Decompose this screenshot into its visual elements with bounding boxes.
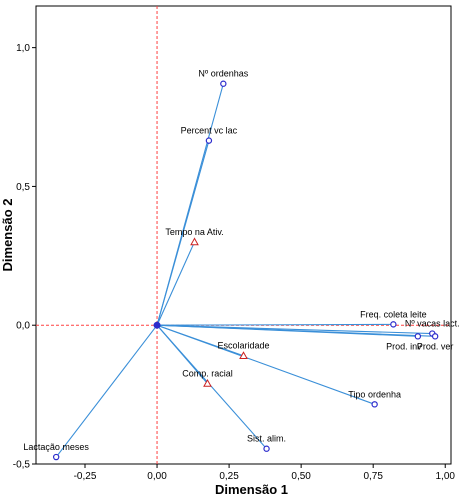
point-label: Lactação meses <box>23 442 89 452</box>
vector-line <box>157 324 436 337</box>
y-tick-label: 0,5 <box>16 182 30 193</box>
circle-marker <box>431 333 439 340</box>
y-tick-label: -0,5 <box>13 460 31 471</box>
plot-frame <box>35 5 452 465</box>
vector-line <box>55 324 158 458</box>
vector-line <box>156 241 196 326</box>
x-tick-label: 0,00 <box>147 471 167 482</box>
vector-line <box>157 323 394 326</box>
point-label: Freq. coleta leite <box>360 309 427 319</box>
point-label: Nº vacas lact. <box>405 319 460 329</box>
y-axis-title: Dimensão 2 <box>0 199 15 272</box>
x-tick-label: -0,25 <box>74 471 97 482</box>
vector-line <box>156 324 375 405</box>
circle-marker <box>205 137 213 144</box>
point-label: Prod. inv <box>386 341 422 351</box>
circle-marker <box>52 453 60 461</box>
circle-marker <box>220 80 227 87</box>
circle-marker <box>371 401 378 408</box>
point-label: Tipo ordenha <box>348 389 401 399</box>
point-label: Prod. ver <box>417 341 454 351</box>
point-label: Escolaridade <box>217 341 269 351</box>
triangle-marker <box>190 237 199 246</box>
x-tick-label: 0,50 <box>291 471 311 482</box>
triangle-marker <box>239 351 248 360</box>
circle-marker <box>414 333 422 340</box>
vector-line <box>156 324 267 450</box>
y-tick-label: 0,0 <box>16 321 30 332</box>
origin-point <box>153 321 161 329</box>
point-label: Sist. alim. <box>247 434 286 444</box>
y-tick-label: 1,0 <box>16 43 30 54</box>
circle-marker <box>263 445 270 452</box>
x-tick-label: 1,00 <box>436 471 456 482</box>
circle-marker <box>390 321 397 328</box>
point-label: Tempo na Ativ. <box>165 227 223 237</box>
x-tick-label: 0,25 <box>219 471 239 482</box>
point-label: Percent vc lac <box>181 126 238 136</box>
x-tick-label: 0,75 <box>363 471 383 482</box>
x-axis-title: Dimensão 1 <box>215 482 288 497</box>
point-label: Nº ordenhas <box>198 69 248 79</box>
triangle-marker <box>203 378 212 387</box>
point-label: Comp. racial <box>182 369 233 379</box>
vector-line <box>156 140 210 326</box>
